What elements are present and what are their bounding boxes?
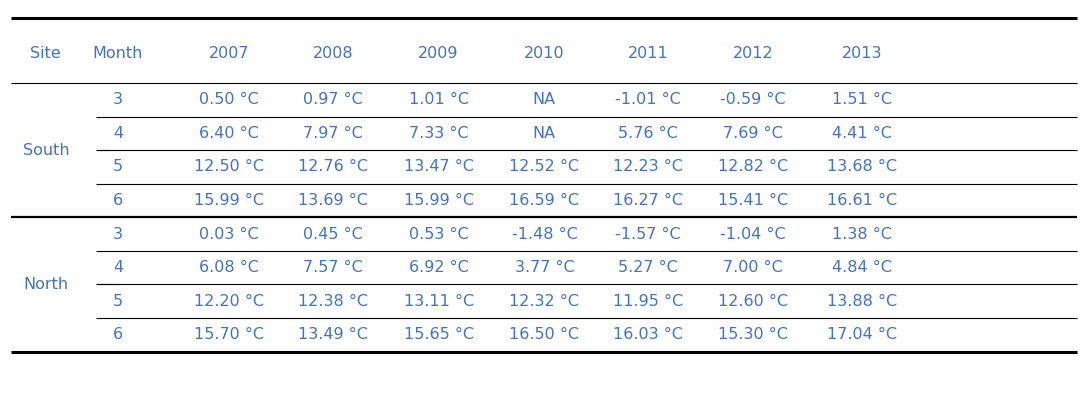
Text: 16.27 °C: 16.27 °C xyxy=(613,193,683,208)
Text: 15.41 °C: 15.41 °C xyxy=(718,193,788,208)
Text: 3.77 °C: 3.77 °C xyxy=(515,260,574,275)
Text: 7.97 °C: 7.97 °C xyxy=(303,126,362,141)
Text: 4: 4 xyxy=(112,260,123,275)
Text: 7.69 °C: 7.69 °C xyxy=(723,126,782,141)
Text: 16.59 °C: 16.59 °C xyxy=(509,193,579,208)
Text: 15.70 °C: 15.70 °C xyxy=(194,327,264,342)
Text: -1.48 °C: -1.48 °C xyxy=(512,227,577,241)
Text: 6: 6 xyxy=(112,327,123,342)
Text: 1.38 °C: 1.38 °C xyxy=(832,227,891,241)
Text: 2012: 2012 xyxy=(732,46,774,61)
Text: 2009: 2009 xyxy=(418,46,459,61)
Text: 4.41 °C: 4.41 °C xyxy=(832,126,891,141)
Text: Month: Month xyxy=(93,46,143,61)
Text: 12.76 °C: 12.76 °C xyxy=(298,160,368,174)
Text: 15.65 °C: 15.65 °C xyxy=(404,327,473,342)
Text: 12.23 °C: 12.23 °C xyxy=(613,160,683,174)
Text: -0.59 °C: -0.59 °C xyxy=(720,92,786,107)
Text: 0.03 °C: 0.03 °C xyxy=(200,227,259,241)
Text: 12.60 °C: 12.60 °C xyxy=(718,294,788,308)
Text: 4: 4 xyxy=(112,126,123,141)
Text: 2008: 2008 xyxy=(312,46,353,61)
Text: 15.99 °C: 15.99 °C xyxy=(404,193,473,208)
Text: 13.47 °C: 13.47 °C xyxy=(404,160,473,174)
Text: 1.51 °C: 1.51 °C xyxy=(832,92,891,107)
Text: South: South xyxy=(23,143,69,158)
Text: 2013: 2013 xyxy=(841,46,883,61)
Text: 15.99 °C: 15.99 °C xyxy=(194,193,264,208)
Text: 6.08 °C: 6.08 °C xyxy=(200,260,259,275)
Text: 12.38 °C: 12.38 °C xyxy=(298,294,368,308)
Text: NA: NA xyxy=(532,126,556,141)
Text: 12.50 °C: 12.50 °C xyxy=(194,160,264,174)
Text: North: North xyxy=(23,277,69,292)
Text: 17.04 °C: 17.04 °C xyxy=(827,327,897,342)
Text: 4.84 °C: 4.84 °C xyxy=(832,260,891,275)
Text: 7.00 °C: 7.00 °C xyxy=(723,260,782,275)
Text: 13.11 °C: 13.11 °C xyxy=(404,294,473,308)
Text: 13.68 °C: 13.68 °C xyxy=(827,160,897,174)
Text: 1.01 °C: 1.01 °C xyxy=(409,92,468,107)
Text: 12.52 °C: 12.52 °C xyxy=(509,160,579,174)
Text: 2010: 2010 xyxy=(524,46,565,61)
Text: 16.03 °C: 16.03 °C xyxy=(613,327,683,342)
Text: 6.40 °C: 6.40 °C xyxy=(200,126,259,141)
Text: Site: Site xyxy=(31,46,61,61)
Text: 16.50 °C: 16.50 °C xyxy=(509,327,579,342)
Text: 7.33 °C: 7.33 °C xyxy=(409,126,468,141)
Text: 0.53 °C: 0.53 °C xyxy=(409,227,468,241)
Text: NA: NA xyxy=(532,92,556,107)
Text: 3: 3 xyxy=(112,227,123,241)
Text: 5.27 °C: 5.27 °C xyxy=(619,260,678,275)
Text: -1.04 °C: -1.04 °C xyxy=(720,227,786,241)
Text: 15.30 °C: 15.30 °C xyxy=(718,327,788,342)
Text: -1.57 °C: -1.57 °C xyxy=(615,227,681,241)
Text: 5: 5 xyxy=(112,294,123,308)
Text: 13.69 °C: 13.69 °C xyxy=(298,193,368,208)
Text: 13.49 °C: 13.49 °C xyxy=(298,327,368,342)
Text: -1.01 °C: -1.01 °C xyxy=(615,92,681,107)
Text: 11.95 °C: 11.95 °C xyxy=(613,294,683,308)
Text: 2011: 2011 xyxy=(627,46,669,61)
Text: 6: 6 xyxy=(112,193,123,208)
Text: 7.57 °C: 7.57 °C xyxy=(303,260,362,275)
Text: 6.92 °C: 6.92 °C xyxy=(409,260,468,275)
Text: 0.50 °C: 0.50 °C xyxy=(200,92,259,107)
Text: 5: 5 xyxy=(112,160,123,174)
Text: 0.97 °C: 0.97 °C xyxy=(303,92,362,107)
Text: 2007: 2007 xyxy=(208,46,250,61)
Text: 3: 3 xyxy=(112,92,123,107)
Text: 0.45 °C: 0.45 °C xyxy=(303,227,362,241)
Text: 12.32 °C: 12.32 °C xyxy=(509,294,579,308)
Text: 12.82 °C: 12.82 °C xyxy=(718,160,788,174)
Text: 16.61 °C: 16.61 °C xyxy=(827,193,897,208)
Text: 5.76 °C: 5.76 °C xyxy=(619,126,678,141)
Text: 13.88 °C: 13.88 °C xyxy=(827,294,897,308)
Text: 12.20 °C: 12.20 °C xyxy=(194,294,264,308)
